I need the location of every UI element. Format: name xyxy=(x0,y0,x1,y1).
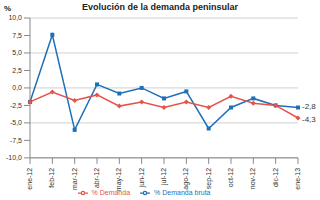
svg-text:-10,0: -10,0 xyxy=(8,154,22,161)
svg-text:abr-12: abr-12 xyxy=(93,168,100,188)
svg-text:jul-12: jul-12 xyxy=(160,168,168,186)
svg-text:5,0: 5,0 xyxy=(12,49,22,56)
svg-text:0,0: 0,0 xyxy=(12,84,22,91)
svg-text:jun-12: jun-12 xyxy=(138,168,146,189)
svg-text:10,0: 10,0 xyxy=(8,14,22,21)
html-text:% Demanda bruta: % Demanda bruta xyxy=(154,188,211,196)
svg-text:may-12: may-12 xyxy=(115,168,123,191)
svg-text:-5,0: -5,0 xyxy=(10,119,22,126)
svg-text:ago-12: ago-12 xyxy=(182,168,190,190)
svg-text:feb-12: feb-12 xyxy=(48,168,55,188)
svg-text:-2,8: -2,8 xyxy=(302,102,312,111)
svg-text:sep-12: sep-12 xyxy=(205,168,213,190)
html-text:% Demanda: % Demanda xyxy=(91,188,130,196)
svg-text:dic-12: dic-12 xyxy=(272,168,279,187)
html-text:Evolución de la demanda penins: Evolución de la demanda peninsular xyxy=(82,2,238,12)
svg-text:ene-13: ene-13 xyxy=(294,168,301,190)
svg-text:nov-12: nov-12 xyxy=(249,168,256,190)
svg-text:mar-12: mar-12 xyxy=(71,168,78,190)
svg-text:ene-12: ene-12 xyxy=(26,168,33,190)
svg-text:-2,5: -2,5 xyxy=(10,102,22,109)
svg-text:-7,5: -7,5 xyxy=(10,137,22,144)
svg-text:oct-12: oct-12 xyxy=(227,168,234,188)
svg-text:2,5: 2,5 xyxy=(12,67,22,74)
svg-text:-4,3: -4,3 xyxy=(302,115,312,124)
svg-text:7,5: 7,5 xyxy=(12,32,22,39)
